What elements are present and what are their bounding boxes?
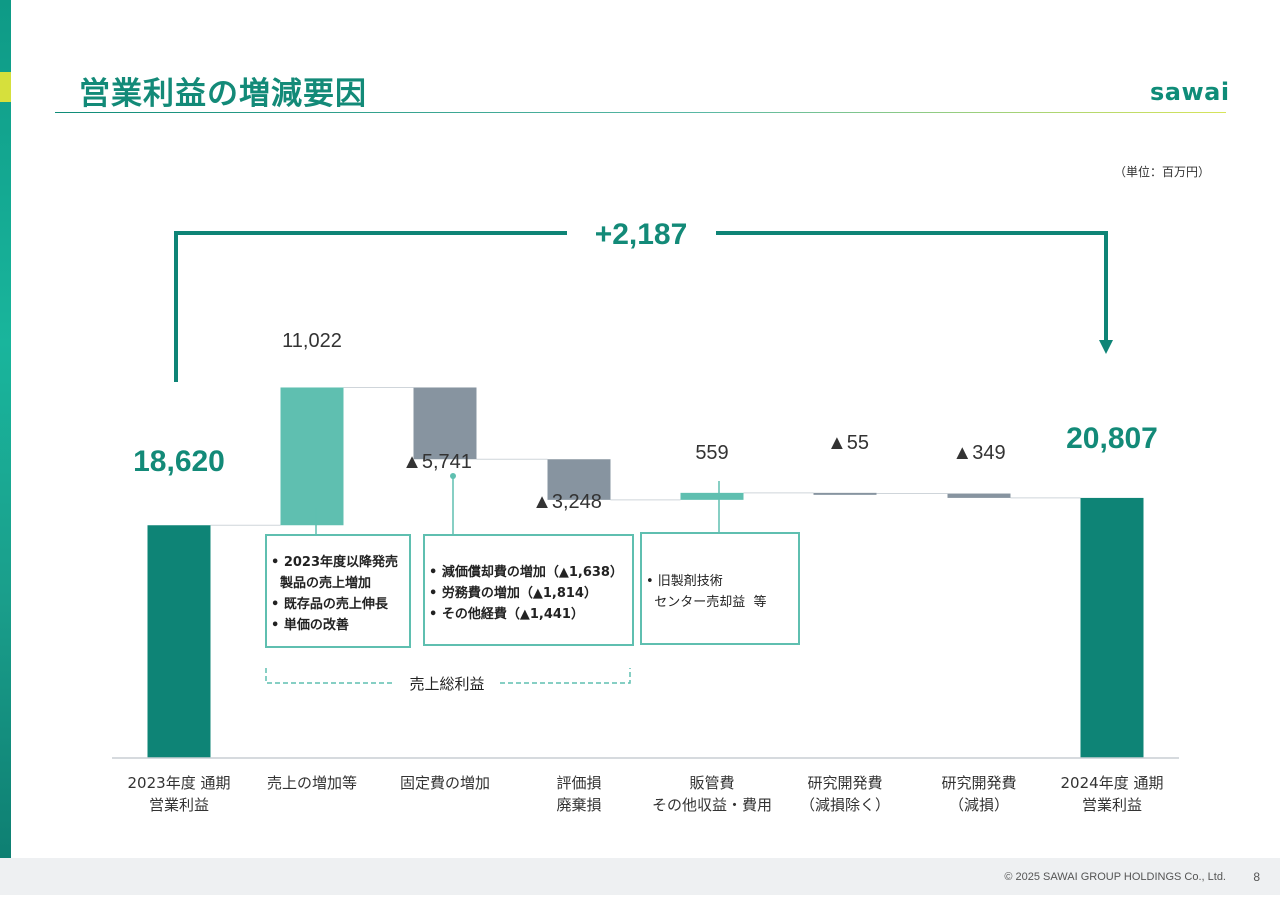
difference-label: +2,187 — [595, 218, 688, 251]
annotation-text-1-2: • その他経費（▲1,441） — [429, 606, 584, 622]
annotation-text-0-3: • 単価の改善 — [271, 617, 349, 633]
side-decoration-bar — [0, 0, 11, 858]
category-label-5-1: （減損除く） — [800, 796, 890, 814]
value-label-1: 11,022 — [282, 330, 342, 352]
category-label-3-0: 評価損 — [556, 774, 601, 792]
bar-1 — [280, 387, 344, 526]
bar-3 — [547, 459, 611, 500]
copyright-text: © 2025 SAWAI GROUP HOLDINGS Co., Ltd. — [1004, 871, 1226, 883]
annotation-box-1 — [423, 534, 634, 646]
category-label-2-0: 固定費の増加 — [400, 774, 490, 792]
annotation-text-2-0: • 旧製剤技術 — [646, 573, 723, 589]
difference-bracket-right — [716, 231, 1108, 340]
bar-7 — [1080, 497, 1144, 758]
bar-0 — [147, 525, 211, 758]
category-label-1-0: 売上の増加等 — [267, 774, 357, 792]
title-divider — [55, 112, 1226, 113]
category-label-0-0: 2023年度 通期 — [128, 774, 231, 792]
category-label-4-0: 販管費 — [689, 774, 734, 792]
side-accent-mark — [0, 72, 11, 102]
annotation-box-2 — [640, 532, 800, 645]
category-label-3-1: 廃棄損 — [556, 796, 601, 814]
annotation-text-2-1: センター売却益 等 — [646, 594, 767, 610]
difference-bracket-left — [174, 231, 567, 382]
value-label-0: 18,620 — [133, 445, 225, 478]
unit-label: （単位：百万円） — [1113, 165, 1210, 179]
value-label-4: 559 — [695, 442, 728, 464]
page-title: 営業利益の増減要因 — [79, 76, 367, 112]
waterfall-chart: 18,620 11,022 ▲5,741 ▲3,248 559 ▲55 ▲349 20,807… — [112, 218, 1179, 814]
category-label-6-1: （減損） — [949, 796, 1009, 814]
annotation-box-0 — [265, 534, 411, 648]
page-number: 8 — [1253, 870, 1260, 884]
category-label-7-1: 営業利益 — [1082, 796, 1142, 814]
category-label-4-1: その他収益・費用 — [652, 796, 772, 814]
difference-arrowhead — [1099, 340, 1113, 354]
value-label-6: ▲349 — [952, 442, 1005, 464]
annotation-text-0-1: 製品の売上増加 — [271, 575, 371, 591]
annotation-text-0-2: • 既存品の売上伸長 — [271, 596, 389, 612]
bar-2 — [413, 387, 477, 460]
category-label-0-1: 営業利益 — [149, 796, 209, 814]
group-bracket-left — [265, 668, 393, 684]
value-label-3: ▲3,248 — [532, 491, 602, 513]
annotation-leader-dot-1 — [450, 473, 456, 479]
group-bracket-right — [500, 668, 631, 684]
category-label-6-0: 研究開発費 — [941, 774, 1016, 792]
annotation-text-0-0: • 2023年度以降発売 — [271, 554, 398, 570]
footer-bar — [0, 858, 1280, 895]
company-logo: sawai — [1150, 78, 1230, 106]
value-label-5: ▲55 — [827, 432, 869, 454]
value-label-7: 20,807 — [1066, 422, 1158, 455]
bar-6 — [947, 493, 1011, 498]
category-label-7-0: 2024年度 通期 — [1061, 774, 1164, 792]
annotation-text-1-0: • 減価償却費の増加（▲1,638） — [429, 564, 623, 580]
bar-5 — [813, 492, 877, 495]
value-label-2: ▲5,741 — [402, 451, 472, 473]
group-label: 売上総利益 — [409, 675, 484, 693]
bar-4 — [680, 492, 744, 500]
annotation-text-1-1: • 労務費の増加（▲1,814） — [429, 585, 597, 601]
category-label-5-0: 研究開発費 — [807, 774, 882, 792]
